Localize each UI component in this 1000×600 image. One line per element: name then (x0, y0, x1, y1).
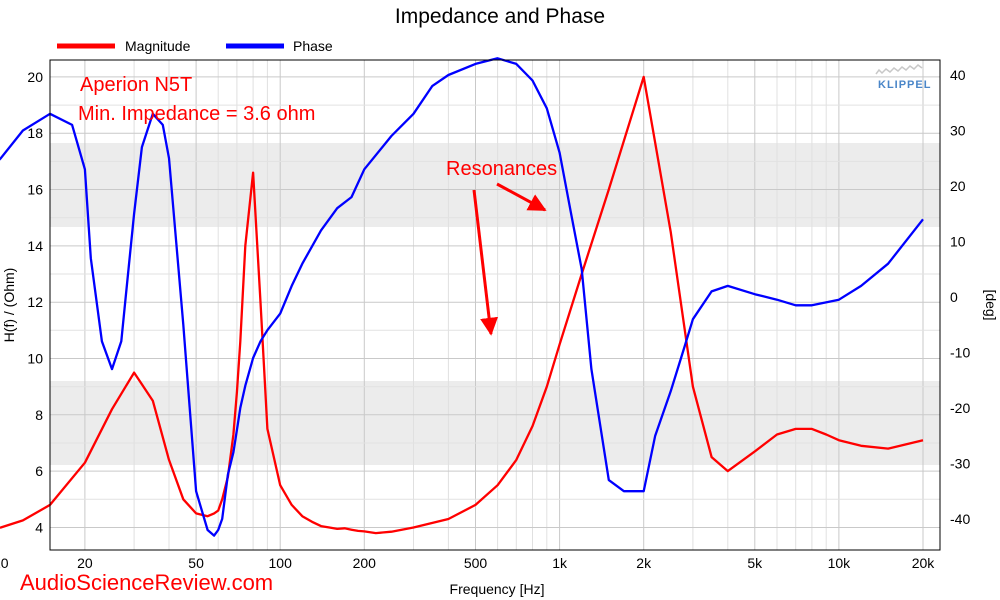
klippel-logo-wave (875, 64, 923, 75)
y-tick-label-left: 12 (27, 294, 43, 310)
x-tick-label: 20k (912, 555, 936, 571)
x-tick-label: 10k (828, 555, 852, 571)
plot-band-upper (50, 143, 940, 227)
x-tick-label: 2k (636, 555, 652, 571)
y-tick-label-right: -10 (950, 344, 970, 360)
x-tick-label: 500 (464, 555, 488, 571)
y-tick-label-right: -40 (950, 511, 970, 527)
x-tick-label: 50 (188, 555, 204, 571)
data-series (0, 57, 924, 537)
y-tick-label-left: 18 (27, 125, 43, 141)
legend-label-phase: Phase (293, 38, 333, 54)
annotation-min-impedance: Min. Impedance = 3.6 ohm (78, 103, 315, 125)
x-tick-label: 5k (747, 555, 763, 571)
legend-label-magnitude: Magnitude (125, 38, 191, 54)
y-tick-label-left: 6 (35, 463, 43, 479)
x-tick-label: 200 (353, 555, 377, 571)
y-tick-label-left: 16 (27, 182, 43, 198)
annotation-product: Aperion N5T (80, 74, 192, 96)
klippel-logo: KLIPPEL (878, 79, 931, 91)
x-tick-label: 100 (269, 555, 293, 571)
grid-lines (50, 60, 940, 550)
y-tick-label-left: 20 (27, 69, 43, 85)
y-tick-label-right: 0 (950, 289, 958, 305)
series-line-magnitude (0, 75, 924, 535)
resonance-arrow-high (496, 182, 547, 212)
x-axis-label: Frequency [Hz] (450, 581, 545, 597)
plot-frame (49, 59, 941, 551)
y-tick-label-right: 40 (950, 67, 966, 83)
y-axis-right-ticks: -40 -30 -20 -10 0 10 20 30 40 (950, 67, 970, 527)
y-tick-label-left: 8 (35, 407, 43, 423)
y-tick-label-right: 30 (950, 123, 966, 139)
x-tick-label: 20 (77, 555, 93, 571)
y-tick-label-right: 20 (950, 178, 966, 194)
x-tick-label: 1k (552, 555, 568, 571)
x-axis-ticks: 251020501002005001k2k5k10k20k (0, 555, 935, 571)
y-axis-left-ticks: 4 6 8 10 12 14 16 18 20 (27, 69, 43, 536)
y-tick-label-right: -30 (950, 455, 970, 471)
y-tick-label-left: 4 (35, 520, 43, 536)
chart-title: Impedance and Phase (395, 5, 605, 28)
y-axis-right-label: [deg] (983, 289, 999, 320)
y-tick-label-left: 14 (27, 238, 43, 254)
watermark: AudioScienceReview.com (20, 570, 273, 595)
y-tick-label-right: 10 (950, 234, 966, 250)
series-line-phase (0, 57, 924, 537)
resonance-arrow-low (472, 189, 499, 336)
plot-band-lower (50, 381, 940, 465)
y-tick-label-right: -20 (950, 400, 970, 416)
annotation-resonances: Resonances (446, 158, 557, 180)
y-axis-left-label: H(f) / (Ohm) (1, 268, 17, 343)
y-tick-label-left: 10 (27, 351, 43, 367)
x-tick-label: 10 (0, 555, 9, 571)
